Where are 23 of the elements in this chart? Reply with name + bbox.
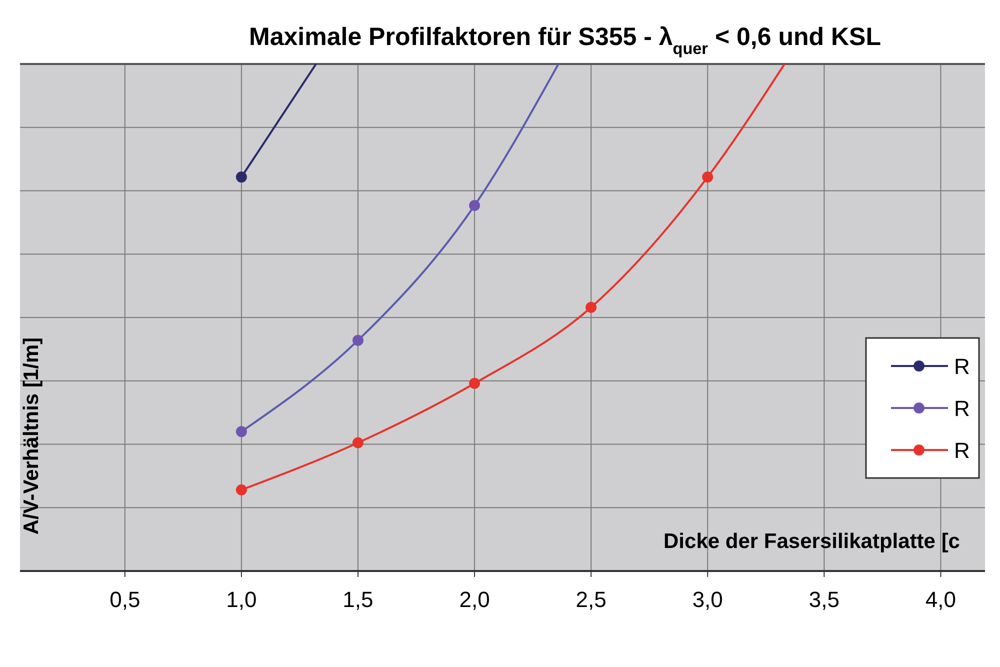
y-axis-title: A/V-Verhältnis [1/m] (20, 337, 43, 535)
x-tick-label: 4,0 (925, 587, 956, 612)
chart-title: Maximale Profilfaktoren für S355 - λ$_{quer}$ < 0,6 und KSL (249, 23, 881, 58)
x-tick-label: 2,0 (459, 587, 490, 612)
point (469, 378, 480, 389)
legend-label: R (954, 396, 970, 421)
point (586, 302, 597, 313)
x-tick-label: 1,0 (226, 587, 257, 612)
legend-label: R (954, 354, 970, 379)
x-axis-title: Dicke der Fasersilikatplatte [c (664, 530, 960, 553)
x-tick-label: 3,5 (808, 587, 840, 612)
point (236, 484, 247, 496)
x-tick-label: 2,5 (576, 587, 606, 612)
point (702, 172, 714, 183)
point (236, 426, 247, 438)
point (352, 437, 364, 448)
legend-label: R (954, 438, 970, 463)
x-tick-label: 1,5 (342, 587, 374, 612)
x-tick-label: 3,0 (692, 587, 723, 612)
point (469, 200, 480, 211)
point (236, 172, 247, 183)
point (352, 334, 364, 346)
x-tick-label: 0,5 (110, 587, 140, 612)
